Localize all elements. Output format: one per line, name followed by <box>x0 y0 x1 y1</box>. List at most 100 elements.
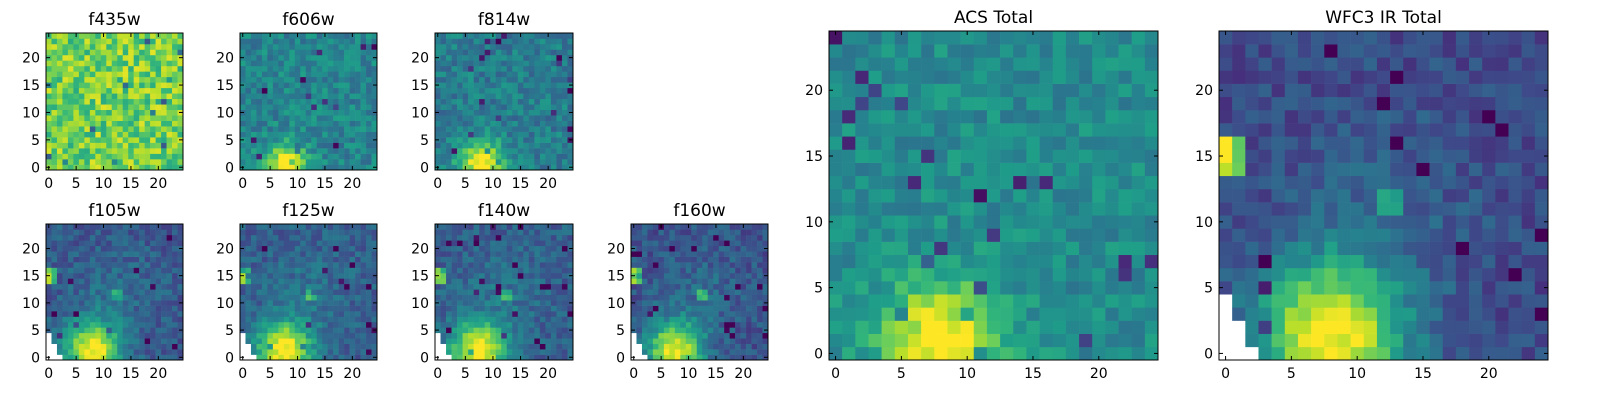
heatmap-cell <box>250 338 257 344</box>
heatmap-cell <box>517 126 524 132</box>
heatmap-cell <box>881 228 896 242</box>
heatmap-cell <box>757 229 763 236</box>
heatmap-cell <box>435 120 441 127</box>
heatmap-cell <box>550 148 557 154</box>
heatmap-cell <box>56 234 63 241</box>
heatmap-cell <box>250 224 257 230</box>
heatmap-cell <box>256 153 263 160</box>
y-tick-label: 20 <box>411 51 429 67</box>
heatmap-cell <box>371 60 378 67</box>
heatmap-cell <box>479 159 485 165</box>
heatmap-cell <box>172 54 178 61</box>
heatmap-cell <box>534 256 541 263</box>
heatmap-cell <box>272 234 279 241</box>
heatmap-cell <box>539 60 546 67</box>
heatmap-cell <box>139 33 145 39</box>
heatmap-cell <box>528 115 535 121</box>
heatmap-cell <box>272 343 279 350</box>
heatmap-cell <box>490 148 497 154</box>
heatmap-cell <box>501 311 508 317</box>
heatmap-cell <box>702 332 709 339</box>
heatmap-cell <box>561 332 568 339</box>
heatmap-cell <box>62 289 69 296</box>
heatmap-cell <box>166 311 173 317</box>
heatmap-cell <box>1118 307 1132 321</box>
heatmap-cell <box>371 251 378 257</box>
heatmap-cell <box>144 349 151 355</box>
heatmap-cell <box>283 115 290 121</box>
heatmap-cell <box>355 240 361 247</box>
heatmap-cell <box>89 115 96 121</box>
heatmap-cell <box>556 321 563 328</box>
heatmap-cell <box>62 49 69 56</box>
heatmap-cell <box>556 120 563 127</box>
heatmap-cell <box>294 300 301 306</box>
heatmap-cell <box>289 283 296 290</box>
heatmap-cell <box>960 294 975 308</box>
heatmap-cell <box>117 316 124 323</box>
heatmap-cell <box>517 332 524 339</box>
heatmap-cell <box>652 245 659 252</box>
heatmap-cell <box>122 120 129 127</box>
heatmap-cell <box>245 115 252 121</box>
heatmap-cell <box>155 71 162 78</box>
heatmap-cell <box>534 251 541 257</box>
heatmap-cell <box>78 142 85 149</box>
heatmap-cell <box>691 272 698 279</box>
heatmap-cell <box>484 120 491 127</box>
heatmap-cell <box>868 267 882 282</box>
heatmap-cell <box>289 87 296 94</box>
heatmap-cell <box>150 71 156 78</box>
heatmap-cell <box>139 305 145 312</box>
heatmap-cell <box>117 148 124 154</box>
heatmap-cell <box>669 316 676 323</box>
heatmap-cell <box>446 137 452 143</box>
heatmap-cell <box>106 272 113 279</box>
heatmap-cell <box>172 148 178 154</box>
heatmap-cell <box>327 120 334 127</box>
heatmap-cell <box>1065 202 1080 216</box>
heatmap-cell <box>100 294 107 301</box>
heatmap-cell <box>267 98 274 105</box>
heatmap-cell <box>713 332 719 339</box>
heatmap-cell <box>366 153 372 160</box>
heatmap-cell <box>256 120 263 127</box>
heatmap-cell <box>278 159 285 165</box>
heatmap-cell <box>545 120 552 127</box>
heatmap-cell <box>751 229 758 236</box>
heatmap-cell <box>84 327 91 334</box>
heatmap-cell <box>172 354 178 361</box>
heatmap-cell <box>490 240 497 247</box>
heatmap-cell <box>117 327 124 334</box>
heatmap-cell <box>468 104 474 111</box>
heatmap-cell <box>161 87 167 94</box>
heatmap-cell <box>718 229 725 236</box>
heatmap-cell <box>122 126 129 132</box>
heatmap-cell <box>161 343 167 350</box>
heatmap-cell <box>479 54 485 61</box>
x-tick-label: 5 <box>72 366 81 382</box>
heatmap-cell <box>327 60 334 67</box>
heatmap-cell <box>1000 215 1014 229</box>
heatmap-cell <box>139 104 145 111</box>
heatmap-cell <box>506 164 513 171</box>
heatmap-cell <box>468 327 474 334</box>
heatmap-cell <box>457 267 463 274</box>
heatmap-cell <box>501 343 508 350</box>
y-tick-label: 10 <box>216 296 234 312</box>
heatmap-cell <box>128 245 134 252</box>
heatmap-cell <box>934 254 948 269</box>
heatmap-cell <box>751 332 758 339</box>
heatmap-cell <box>501 131 508 138</box>
heatmap-cell <box>663 332 670 339</box>
heatmap-cell <box>663 294 670 301</box>
heatmap-cell <box>528 234 535 241</box>
heatmap-cell <box>117 82 124 89</box>
heatmap-cell <box>250 148 257 154</box>
heatmap-cell <box>479 224 485 230</box>
heatmap-cell <box>462 311 469 317</box>
x-tick-label: 20 <box>539 366 557 382</box>
heatmap-cell <box>440 327 447 334</box>
heatmap-cell <box>67 224 74 230</box>
heatmap-cell <box>534 343 541 350</box>
